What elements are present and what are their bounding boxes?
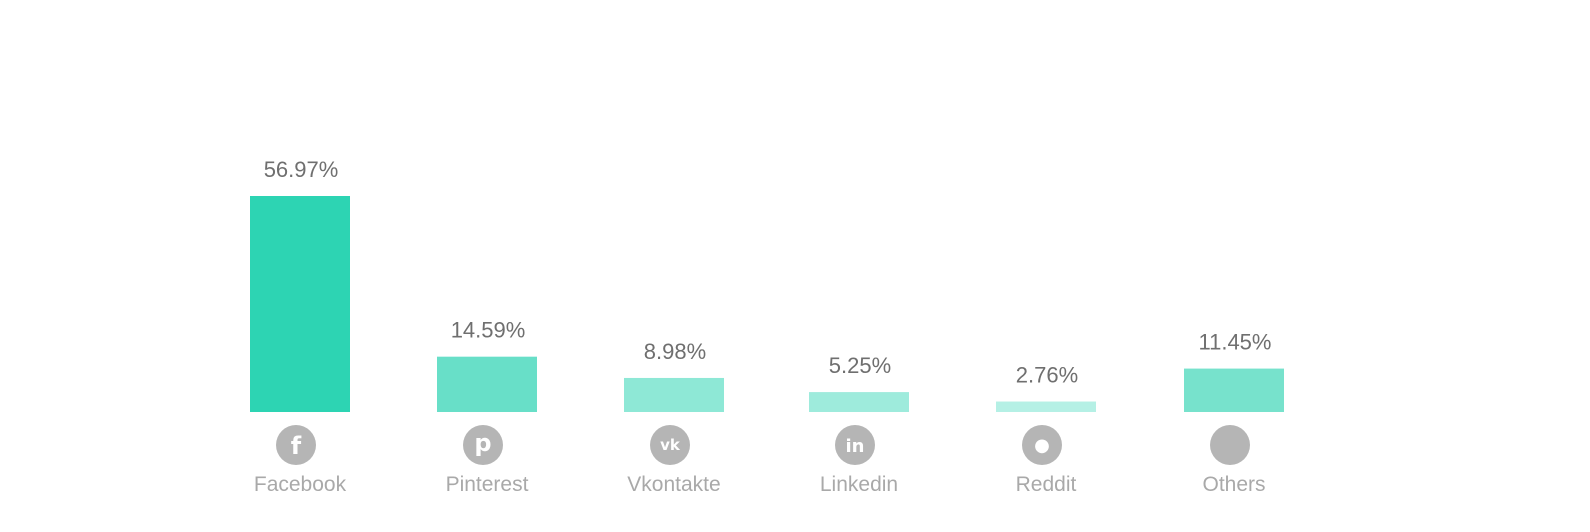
category-label-linkedin: Linkedin: [820, 473, 898, 496]
category-label-reddit: Reddit: [1016, 473, 1077, 496]
bar-vkontakte: [624, 377, 724, 412]
category-label-pinterest: Pinterest: [446, 473, 529, 496]
bars-group: [250, 196, 1284, 412]
category-labels-group: Facebook Pinterest Vkontakte Linkedin Reddit…: [254, 473, 1266, 496]
facebook-icon: f: [276, 425, 316, 465]
value-label-others: 11.45%: [1199, 330, 1272, 355]
vkontakte-icon: vk: [650, 425, 690, 465]
reddit-icon: ●: [1022, 425, 1062, 465]
others-icon: [1210, 425, 1250, 465]
bar-linkedin: [809, 392, 909, 412]
value-label-reddit: 2.76%: [1016, 363, 1078, 388]
category-label-vkontakte: Vkontakte: [627, 473, 720, 496]
bar-pinterest: [437, 356, 537, 412]
value-labels-group: 56.97% 14.59% 8.98% 5.25% 2.76% 11.45%: [264, 157, 1272, 388]
svg-text:f: f: [291, 432, 302, 460]
bar-reddit: [996, 401, 1096, 412]
svg-text:vk: vk: [660, 436, 681, 454]
category-icons-group: f p vk in ●: [276, 425, 1250, 465]
value-label-linkedin: 5.25%: [829, 353, 891, 378]
bar-facebook: [250, 196, 350, 412]
value-label-facebook: 56.97%: [264, 157, 339, 182]
bar-others: [1184, 368, 1284, 412]
svg-text:in: in: [846, 436, 865, 457]
linkedin-icon: in: [835, 425, 875, 465]
value-label-vkontakte: 8.98%: [644, 339, 706, 364]
svg-text:p: p: [474, 429, 491, 457]
pinterest-icon: p: [463, 425, 503, 465]
category-label-others: Others: [1202, 473, 1265, 496]
value-label-pinterest: 14.59%: [451, 318, 526, 343]
svg-text:●: ●: [1034, 435, 1050, 456]
category-label-facebook: Facebook: [254, 473, 347, 496]
